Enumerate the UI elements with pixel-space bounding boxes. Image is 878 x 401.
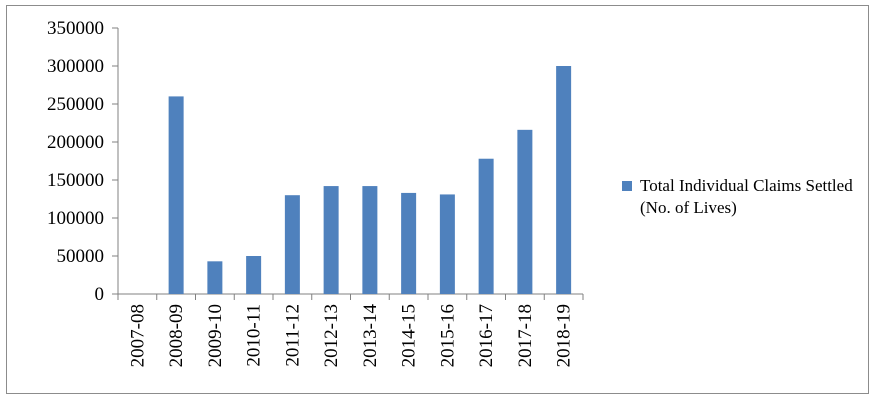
y-tick-label: 300000 xyxy=(47,56,104,77)
x-tick-label: 2012-13 xyxy=(321,304,342,367)
bar xyxy=(207,261,223,294)
bar xyxy=(323,186,339,294)
y-tick-label: 0 xyxy=(95,284,105,305)
bar xyxy=(439,194,455,294)
x-tick-label: 2008-09 xyxy=(166,304,187,367)
bar xyxy=(401,192,417,294)
y-tick-label: 250000 xyxy=(47,94,104,115)
y-tick-label: 100000 xyxy=(47,208,104,229)
x-tick-label: 2011-12 xyxy=(282,304,303,367)
bar xyxy=(478,158,494,294)
x-tick-label: 2009-10 xyxy=(205,304,226,367)
bar xyxy=(362,186,378,294)
y-axis: 0 50000 100000 150000 200000 250000 300000 3500… xyxy=(47,18,119,305)
bar xyxy=(246,256,262,294)
x-tick-label: 2015-16 xyxy=(437,304,458,367)
x-tick-label: 2017-18 xyxy=(515,304,536,367)
chart-frame xyxy=(6,5,869,394)
y-tick-label: 50000 xyxy=(57,246,105,267)
x-tick-label: 2014-15 xyxy=(399,304,420,367)
bar xyxy=(284,195,300,294)
x-tick-label: 2010-11 xyxy=(244,304,265,367)
x-tick-label: 2018-19 xyxy=(554,304,575,367)
y-tick-label: 200000 xyxy=(47,132,104,153)
x-tick-label: 2013-14 xyxy=(360,304,381,368)
x-tick-label: 2016-17 xyxy=(476,304,497,367)
legend-label: Total Individual Claims Settled (No. of … xyxy=(640,176,853,217)
bar xyxy=(517,129,533,294)
x-tick-label: 2007-08 xyxy=(127,304,148,367)
bar xyxy=(556,66,572,294)
legend: Total Individual Claims Settled (No. of … xyxy=(622,175,862,219)
y-tick-label: 150000 xyxy=(47,170,104,191)
x-axis: 2007-08 2008-09 2009-10 2010-11 2011-12 2012-… xyxy=(117,293,584,368)
legend-swatch xyxy=(622,181,632,191)
bar xyxy=(168,96,184,295)
y-tick-label: 350000 xyxy=(47,18,104,39)
bars xyxy=(168,66,572,295)
